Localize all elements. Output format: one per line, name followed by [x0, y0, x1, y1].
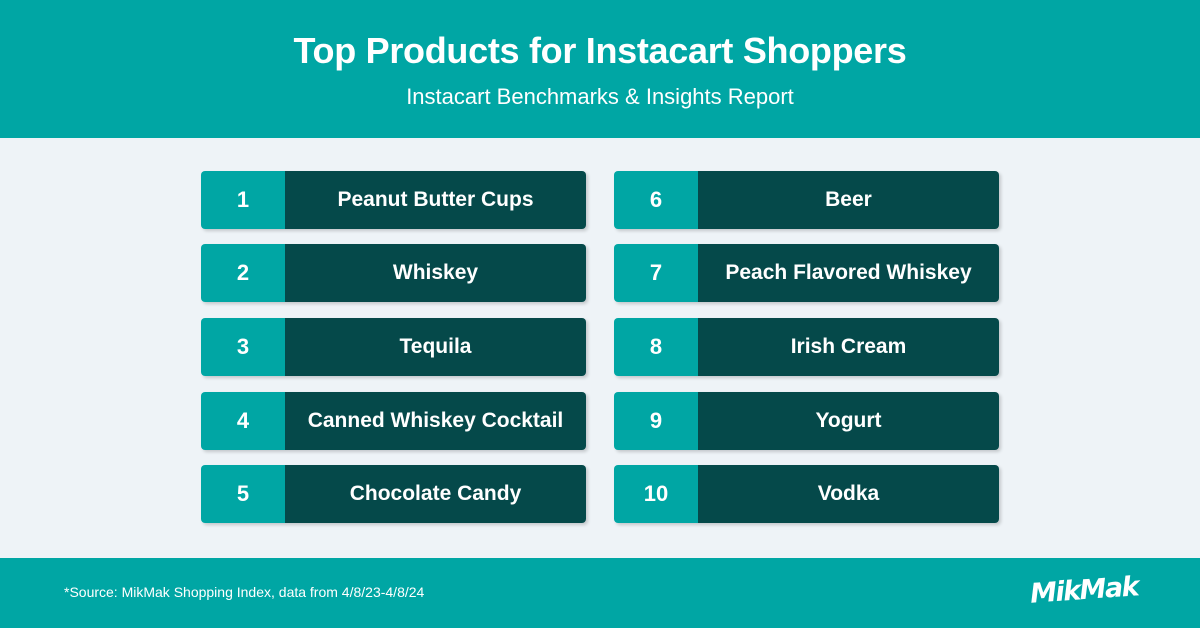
product-name: Peanut Butter Cups — [285, 171, 586, 229]
product-name: Whiskey — [285, 244, 586, 302]
rank-number: 6 — [614, 171, 698, 229]
product-row: 6 Beer — [614, 171, 999, 229]
rank-number: 1 — [201, 171, 285, 229]
product-row: 10 Vodka — [614, 465, 999, 523]
mikmak-logo: MikMak — [1028, 571, 1139, 610]
product-name: Tequila — [285, 318, 586, 376]
product-name: Vodka — [698, 465, 999, 523]
product-name: Chocolate Candy — [285, 465, 586, 523]
product-name: Peach Flavored Whiskey — [698, 244, 999, 302]
source-note: *Source: MikMak Shopping Index, data fro… — [64, 584, 425, 600]
product-row: 8 Irish Cream — [614, 318, 999, 376]
product-row: 1 Peanut Butter Cups — [201, 171, 586, 229]
product-row: 7 Peach Flavored Whiskey — [614, 244, 999, 302]
rank-number: 2 — [201, 244, 285, 302]
product-name: Canned Whiskey Cocktail — [285, 392, 586, 450]
rank-number: 8 — [614, 318, 698, 376]
product-row: 2 Whiskey — [201, 244, 586, 302]
header-banner: Top Products for Instacart Shoppers Inst… — [0, 0, 1200, 138]
product-row: 4 Canned Whiskey Cocktail — [201, 392, 586, 450]
product-name: Yogurt — [698, 392, 999, 450]
rank-number: 3 — [201, 318, 285, 376]
product-name: Beer — [698, 171, 999, 229]
product-row: 9 Yogurt — [614, 392, 999, 450]
rank-number: 4 — [201, 392, 285, 450]
footer-banner: *Source: MikMak Shopping Index, data fro… — [0, 558, 1200, 628]
product-row: 5 Chocolate Candy — [201, 465, 586, 523]
rank-number: 7 — [614, 244, 698, 302]
page-title: Top Products for Instacart Shoppers — [293, 30, 907, 71]
rank-number: 5 — [201, 465, 285, 523]
rank-number: 9 — [614, 392, 698, 450]
product-row: 3 Tequila — [201, 318, 586, 376]
rank-number: 10 — [614, 465, 698, 523]
product-name: Irish Cream — [698, 318, 999, 376]
page-subtitle: Instacart Benchmarks & Insights Report — [406, 84, 794, 109]
